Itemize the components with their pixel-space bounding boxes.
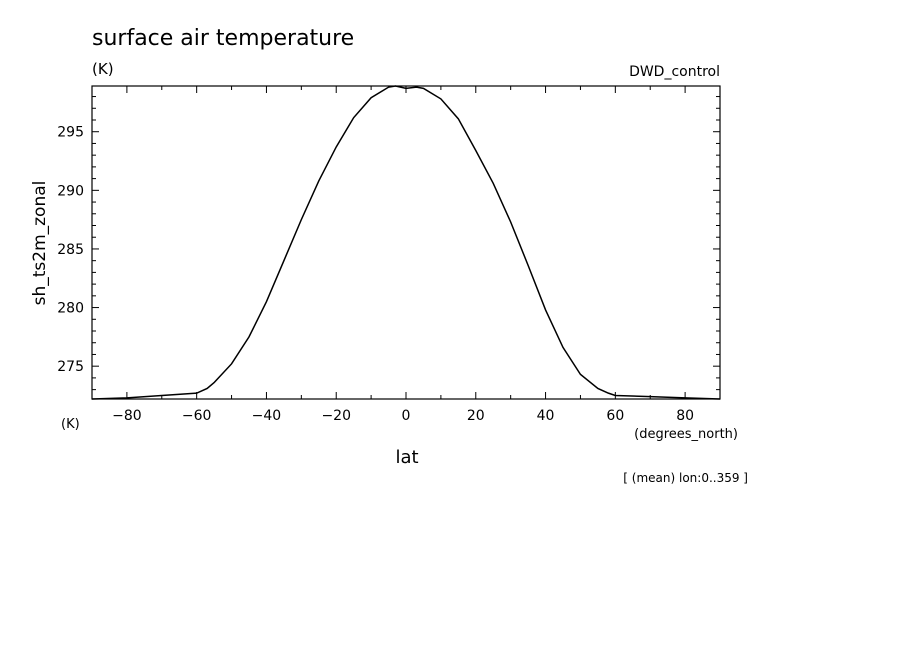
footer-note: [ (mean) lon:0..359 ] [623, 471, 748, 485]
x-tick-label: −80 [112, 408, 142, 424]
x-tick-label: −60 [182, 408, 212, 424]
plot-frame [91, 85, 721, 400]
y-tick-label: 280 [57, 301, 84, 317]
x-tick-label: 40 [537, 408, 555, 424]
series-line [91, 85, 721, 400]
x-tick-label: −40 [252, 408, 282, 424]
x-axis-unit: (degrees_north) [634, 427, 738, 442]
x-tick-label: −20 [321, 408, 351, 424]
x-axis-label: lat [395, 447, 418, 468]
y-axis-unit: (K) [61, 417, 80, 432]
x-tick-label: 20 [467, 408, 485, 424]
dataset-label: DWD_control [629, 64, 720, 80]
chart-title: surface air temperature [92, 26, 354, 51]
x-tick-label: 80 [676, 408, 694, 424]
y-axis-label: sh_ts2m_zonal [30, 181, 50, 306]
y-tick-label: 275 [57, 359, 84, 375]
y-axis: 275 280 285 290 295 [57, 96, 720, 391]
y-tick-label: 285 [57, 242, 84, 258]
y-tick-label: 295 [57, 125, 84, 141]
x-axis: −80 −60 −40 −20 0 20 40 60 80 [91, 86, 721, 424]
title-unit: (K) [92, 60, 114, 78]
y-tick-label: 290 [57, 183, 84, 199]
x-tick-label: 0 [402, 408, 411, 424]
x-tick-label: 60 [606, 408, 624, 424]
